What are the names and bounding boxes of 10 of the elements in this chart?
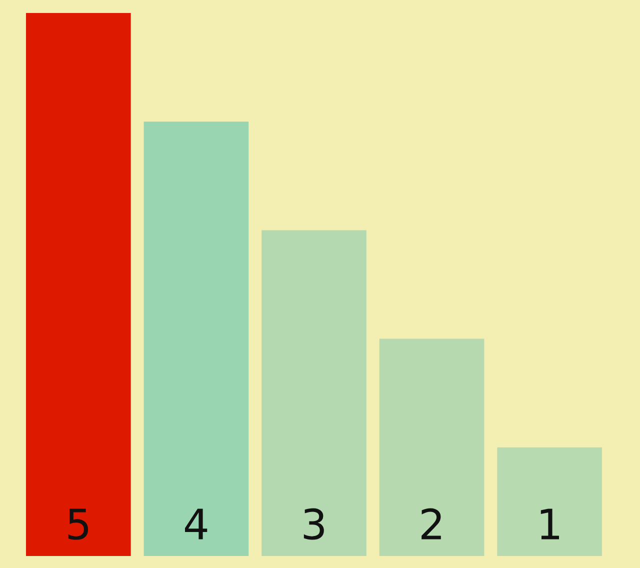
data-label: 3 [304, 508, 324, 540]
bar [144, 122, 249, 556]
data-label: 4 [184, 508, 208, 540]
bar [26, 13, 131, 556]
data-label: 5 [68, 508, 88, 540]
bar [379, 338, 484, 556]
bar [262, 230, 366, 556]
bar [497, 447, 602, 556]
data-label: 1 [540, 508, 559, 540]
data-label: 2 [422, 508, 441, 540]
